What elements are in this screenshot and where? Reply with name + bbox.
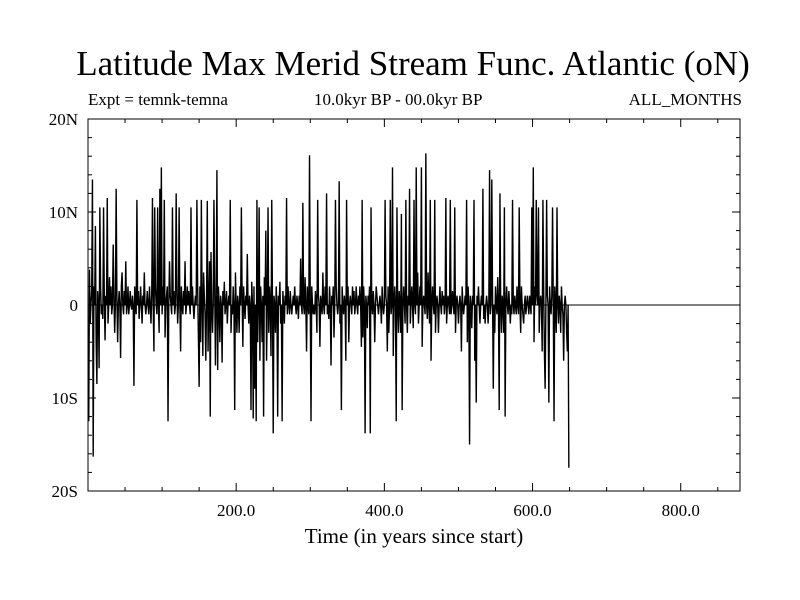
x-axis-label: Time (in years since start) [305, 524, 524, 548]
x-tick-label: 800.0 [662, 501, 700, 520]
x-tick-label: 200.0 [217, 501, 255, 520]
chart-title: Latitude Max Merid Stream Func. Atlantic… [76, 44, 750, 83]
ticks-layer: 20N 10N 0 10S 20S 200.0 400.0 600.0 800.0 [49, 110, 740, 520]
y-tick-label: 0 [70, 296, 79, 315]
y-tick-label: 20S [52, 482, 78, 501]
series-layer [88, 153, 740, 468]
y-tick-label: 10S [52, 389, 78, 408]
x-tick-label: 600.0 [513, 501, 551, 520]
experiment-label: Expt = temnk-temna [88, 90, 228, 109]
y-tick-label: 10N [49, 203, 78, 222]
x-tick-label: 400.0 [365, 501, 403, 520]
y-tick-label: 20N [49, 110, 78, 129]
series-line [88, 153, 570, 468]
time-range-label: 10.0kyr BP - 00.0kyr BP [314, 90, 483, 109]
months-label: ALL_MONTHS [628, 90, 742, 109]
